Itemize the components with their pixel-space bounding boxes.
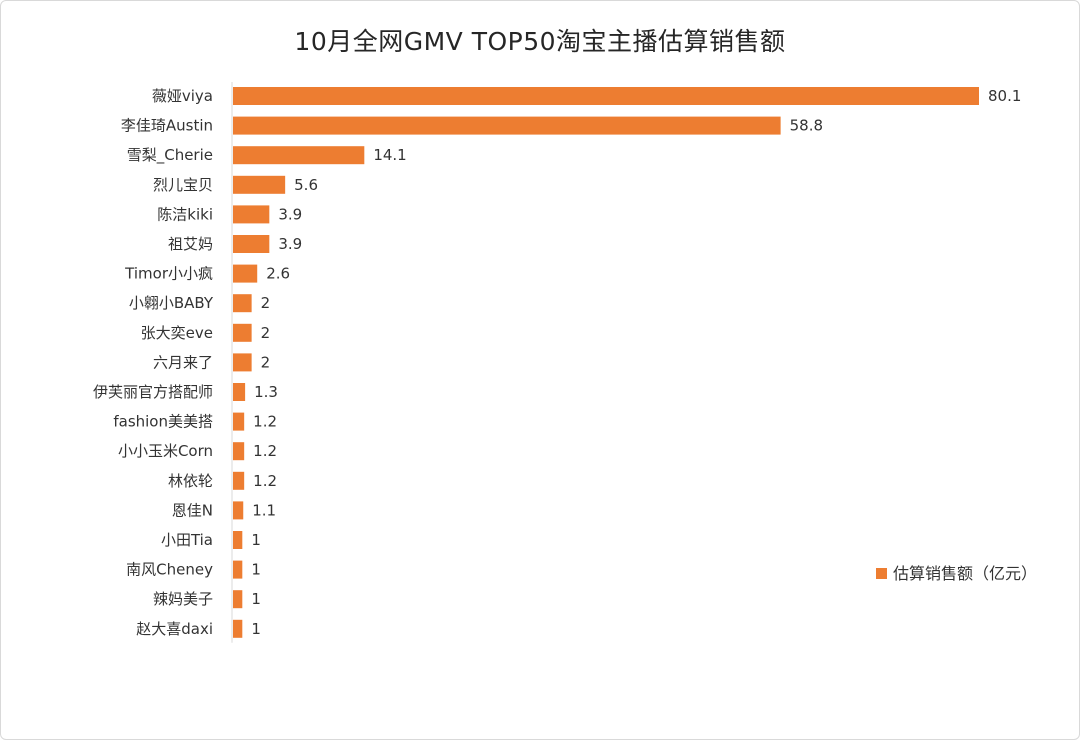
chart-title: 10月全网GMV TOP50淘宝主播估算销售额 (294, 27, 786, 56)
bar (233, 442, 245, 461)
data-label: 1.2 (253, 472, 277, 490)
category-label: 雪梨_Cherie (127, 146, 213, 165)
data-label: 2 (261, 294, 271, 312)
data-label: 1.3 (254, 383, 278, 401)
bar (233, 501, 244, 520)
bar (233, 116, 781, 135)
data-label: 5.6 (294, 176, 318, 194)
bar (233, 87, 979, 105)
bar (233, 323, 252, 342)
legend-swatch (876, 568, 887, 579)
bar (233, 264, 258, 283)
legend: 估算销售额（亿元） (876, 560, 1037, 584)
legend-label: 估算销售额（亿元） (893, 564, 1038, 583)
data-label: 3.9 (278, 205, 302, 223)
category-label: 李佳琦Austin (121, 117, 213, 135)
category-label: 薇娅viya (152, 87, 213, 105)
category-label: 陈洁kiki (157, 205, 213, 223)
bar (233, 412, 245, 431)
data-label: 58.8 (790, 117, 823, 135)
bar (233, 590, 243, 609)
bar (233, 619, 243, 638)
bar (233, 353, 252, 372)
category-label: 恩佳N (172, 501, 213, 519)
bar (233, 471, 245, 490)
category-label: 小翱小BABY (129, 294, 214, 312)
data-label: 2 (261, 353, 271, 371)
category-label: 伊芙丽官方搭配师 (93, 383, 213, 401)
category-label: 小小玉米Corn (118, 442, 213, 460)
data-label: 1 (251, 590, 261, 608)
bar (233, 294, 252, 313)
category-label: 赵大喜daxi (136, 620, 213, 638)
data-label: 2 (261, 324, 271, 342)
category-label: 六月来了 (153, 353, 213, 371)
bar (233, 175, 286, 194)
category-label: 祖艾妈 (168, 235, 213, 253)
category-label: 辣妈美子 (153, 590, 213, 608)
category-label: 烈儿宝贝 (153, 176, 213, 194)
data-label: 1 (251, 620, 261, 638)
data-label: 1 (251, 531, 261, 549)
bar (233, 383, 246, 401)
bar (233, 205, 270, 224)
category-label: Timor小小疯 (124, 265, 213, 283)
bar (233, 560, 243, 579)
category-label: 小田Tia (161, 531, 213, 549)
data-label: 1.2 (253, 413, 277, 431)
category-label: 南风Cheney (126, 561, 213, 579)
category-label: 张大奕eve (141, 324, 213, 342)
data-label: 80.1 (988, 87, 1021, 105)
data-label: 1 (251, 561, 261, 579)
data-label: 1.1 (252, 501, 276, 519)
bar (233, 531, 243, 549)
data-label: 1.2 (253, 442, 277, 460)
data-label: 3.9 (278, 235, 302, 253)
bar (233, 146, 365, 165)
data-label: 2.6 (266, 265, 290, 283)
category-label: 林依轮 (168, 472, 213, 490)
category-label: fashion美美搭 (113, 413, 213, 431)
bar (233, 235, 270, 253)
data-label: 14.1 (373, 146, 406, 164)
